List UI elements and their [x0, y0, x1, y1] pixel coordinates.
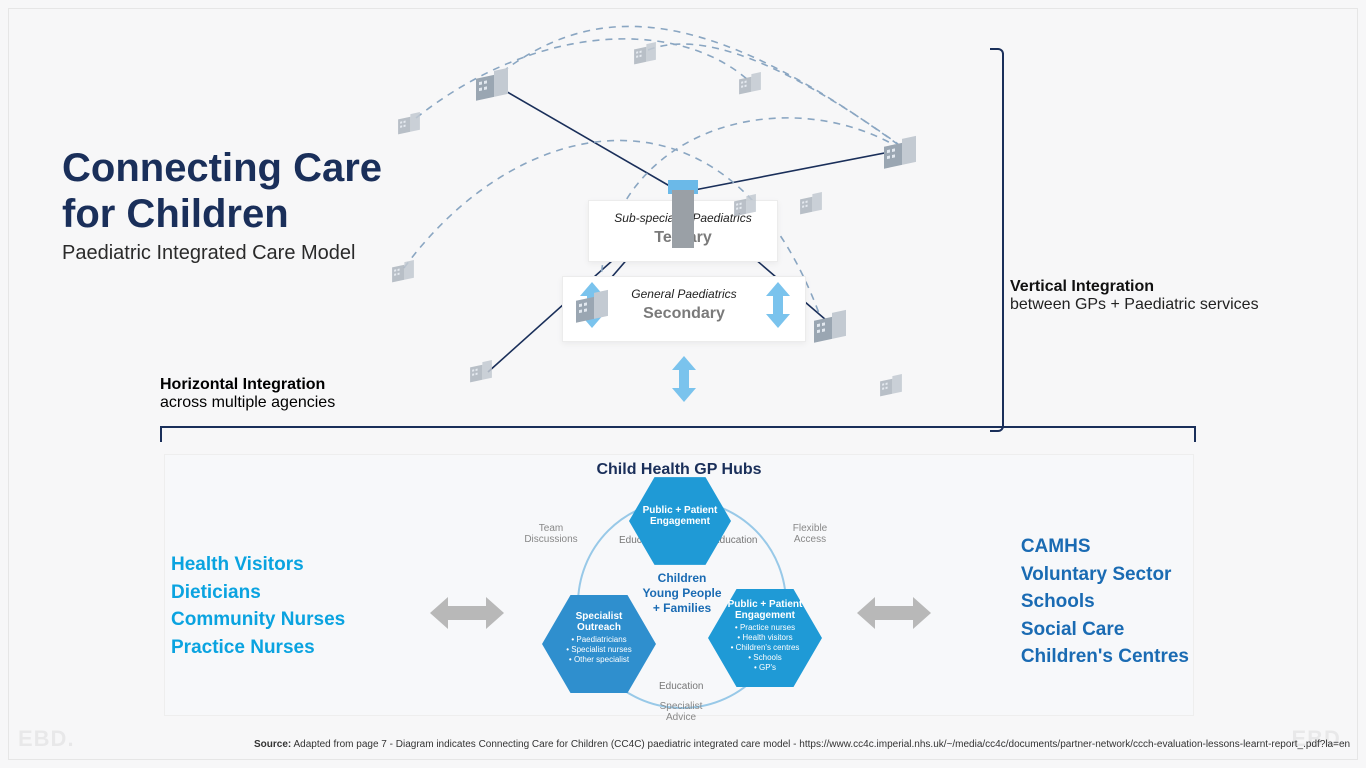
agency-item: CAMHS — [1021, 533, 1189, 561]
hex-left-title: Specialist — [549, 611, 649, 622]
building-icon — [878, 130, 922, 174]
source-body: Adapted from page 7 - Diagram indicates … — [293, 739, 1350, 750]
agency-item: Social Care — [1021, 616, 1189, 644]
flexible-access-label: Flexible Access — [785, 523, 835, 545]
building-icon — [466, 356, 496, 386]
horizontal-integration-desc: across multiple agencies — [160, 394, 335, 411]
title-line1: Connecting Care — [62, 146, 382, 190]
title-line2: for Children — [62, 192, 289, 236]
horizontal-integration-label: Horizontal Integration across multiple a… — [160, 376, 335, 412]
hex-right-sub: Engagement — [715, 610, 815, 621]
right-agencies-list: CAMHSVoluntary SectorSchoolsSocial CareC… — [1021, 533, 1189, 671]
building-icon — [630, 38, 660, 68]
building-icon — [570, 284, 614, 328]
double-arrow-icon — [670, 356, 698, 402]
source-text: Source: Adapted from page 7 - Diagram in… — [254, 739, 1350, 750]
center-l3: + Families — [653, 601, 711, 615]
left-agencies-list: Health VisitorsDieticiansCommunity Nurse… — [163, 551, 345, 661]
double-arrow-icon — [764, 282, 792, 328]
vertical-integration-label: Vertical Integration between GPs + Paedi… — [1010, 278, 1259, 314]
team-discussions-label: Team Discussions — [521, 523, 581, 545]
vertical-integration-heading: Vertical Integration — [1010, 278, 1259, 296]
hex-top: Public + Patient Engagement — [629, 477, 731, 565]
hex-right: Public + Patient Engagement Practice nur… — [707, 589, 823, 687]
agency-item: Community Nurses — [171, 606, 345, 634]
building-icon — [808, 304, 852, 348]
building-icon — [388, 256, 418, 286]
edu-label: Education — [659, 681, 703, 692]
hex-right-items: Practice nursesHealth visitorsChildren's… — [715, 623, 815, 673]
page-title: Connecting Care for Children — [62, 145, 382, 237]
double-arrow-icon — [857, 595, 931, 631]
agency-item: Health Visitors — [171, 551, 345, 579]
gp-hubs-panel: Child Health GP Hubs Health VisitorsDiet… — [164, 454, 1194, 716]
vertical-brace — [990, 48, 1004, 432]
vertical-integration-desc: between GPs + Paediatric services — [1010, 296, 1259, 314]
watermark: EBD. — [1291, 726, 1348, 752]
agency-item: Practice Nurses — [171, 634, 345, 662]
hex-top-sub: Engagement — [637, 516, 723, 527]
building-icon — [730, 190, 760, 220]
agency-item: Voluntary Sector — [1021, 561, 1189, 589]
building-icon — [394, 108, 424, 138]
horizontal-integration-heading: Horizontal Integration — [160, 376, 335, 394]
hex-left-items: PaediatriciansSpecialist nursesOther spe… — [549, 635, 649, 665]
hex-left-sub: Outreach — [549, 622, 649, 633]
tower-building-icon — [662, 170, 704, 248]
specialist-advice-label: Specialist Advice — [651, 701, 711, 723]
building-icon — [735, 68, 765, 98]
hex-right-title: Public + Patient — [715, 599, 815, 610]
network-diagram: Sub-speciality Paediatrics Tertiary Gene… — [400, 20, 970, 420]
horizontal-brace — [160, 426, 1196, 428]
double-arrow-icon — [430, 595, 504, 631]
hex-top-title: Public + Patient — [637, 505, 723, 516]
agency-item: Dieticians — [171, 579, 345, 607]
page-subtitle: Paediatric Integrated Care Model — [62, 242, 356, 265]
slide: Connecting Care for Children Paediatric … — [0, 0, 1366, 768]
hub-diagram: Education Education Education Team Discu… — [517, 479, 843, 709]
watermark: EBD. — [18, 726, 75, 752]
source-prefix: Source: — [254, 739, 291, 750]
building-icon — [876, 370, 906, 400]
center-l1: Children — [658, 571, 707, 585]
building-icon — [796, 188, 826, 218]
building-icon — [470, 62, 514, 106]
agency-item: Schools — [1021, 588, 1189, 616]
agency-item: Children's Centres — [1021, 643, 1189, 671]
hex-left: Specialist Outreach PaediatriciansSpecia… — [541, 595, 657, 693]
